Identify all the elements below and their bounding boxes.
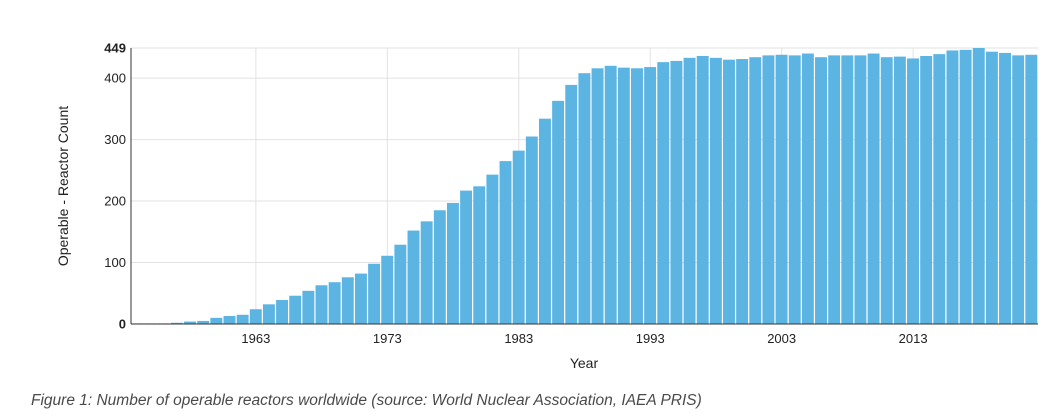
bar-1958 <box>184 321 197 324</box>
bar-1997 <box>696 55 709 325</box>
bar-1969 <box>328 282 341 324</box>
bar-1959 <box>197 320 210 324</box>
bar-1982 <box>499 161 512 324</box>
bar-1972 <box>368 263 381 324</box>
bar-1974 <box>394 244 407 324</box>
bar-2007 <box>828 55 841 324</box>
chart-axes <box>130 48 1038 325</box>
x-tick-label: 1963 <box>241 331 270 346</box>
bar-1981 <box>486 174 499 324</box>
x-tick-label: 2003 <box>767 331 796 346</box>
bar-2003 <box>775 54 788 325</box>
y-tick-label: 100 <box>104 255 126 270</box>
bar-1965 <box>276 300 289 324</box>
y-tick-label: 300 <box>104 132 126 147</box>
bar-2000 <box>736 59 749 325</box>
bar-1971 <box>354 273 367 324</box>
bar-2011 <box>880 57 893 324</box>
bar-2002 <box>762 55 775 324</box>
bar-1987 <box>565 84 578 324</box>
bar-2012 <box>893 56 906 325</box>
y-tick-label: 200 <box>104 194 126 209</box>
y-tick-label: 449 <box>104 41 126 56</box>
bar-1968 <box>315 285 328 324</box>
bar-2019 <box>985 51 998 324</box>
bar-1960 <box>210 317 223 324</box>
bar-1962 <box>236 314 249 324</box>
bar-2004 <box>788 55 801 324</box>
bar-1985 <box>538 118 551 324</box>
bar-1992 <box>631 68 643 324</box>
bar-1990 <box>604 65 617 324</box>
x-tick-label: 1973 <box>373 331 402 346</box>
bar-1984 <box>525 136 538 324</box>
bar-2001 <box>749 57 762 324</box>
x-tick-label: 2013 <box>899 331 928 346</box>
bar-1999 <box>723 59 735 324</box>
bar-1994 <box>657 62 670 324</box>
x-tick-label: 1983 <box>504 331 533 346</box>
bar-1996 <box>683 57 696 324</box>
bar-1970 <box>341 277 354 324</box>
bar-1988 <box>578 73 591 325</box>
bar-1961 <box>223 316 236 324</box>
bar-2013 <box>907 58 919 324</box>
x-tick-label: 1993 <box>636 331 665 346</box>
bar-1963 <box>249 309 262 324</box>
chart-bars <box>131 48 1038 325</box>
x-axis-ticks: 1963 1973 1983 1993 2003 2013 <box>241 331 927 346</box>
bar-2005 <box>801 53 814 325</box>
bar-2014 <box>920 55 933 325</box>
bar-2022 <box>1025 54 1038 325</box>
bar-1980 <box>473 186 486 324</box>
bar-2010 <box>867 53 880 325</box>
bar-1989 <box>591 68 604 324</box>
bar-1967 <box>302 290 315 324</box>
bar-1976 <box>420 221 433 324</box>
x-axis-title: Year <box>570 355 599 371</box>
bar-1993 <box>644 67 657 325</box>
bar-chart: 0 100 200 300 400 449 1963 1973 1983 1993 2003 201… <box>55 41 1038 371</box>
bar-1991 <box>617 67 630 324</box>
bar-2021 <box>1012 55 1025 324</box>
y-axis-title: Operable - Reactor Count <box>55 106 71 266</box>
y-tick-label: 0 <box>119 317 126 332</box>
y-tick-label: 400 <box>104 71 126 86</box>
bar-1979 <box>460 190 473 324</box>
figure-caption: Figure 1: Number of operable reactors wo… <box>31 392 702 409</box>
bar-2009 <box>854 55 867 324</box>
bar-1986 <box>552 100 565 325</box>
bar-2008 <box>841 55 854 324</box>
bar-1978 <box>446 202 459 324</box>
bar-2015 <box>933 54 946 324</box>
bar-2017 <box>959 49 972 325</box>
bar-2006 <box>815 57 827 324</box>
bar-1957 <box>170 322 183 324</box>
bar-1977 <box>433 210 446 324</box>
bar-1995 <box>670 60 683 324</box>
bar-1975 <box>407 230 420 324</box>
bar-2018 <box>972 48 985 324</box>
bar-2020 <box>999 52 1012 324</box>
bar-1998 <box>709 57 722 324</box>
bar-2016 <box>946 50 959 324</box>
bar-1966 <box>289 295 302 324</box>
bar-1964 <box>262 304 275 324</box>
bar-1973 <box>381 255 394 324</box>
bar-1983 <box>512 150 525 324</box>
y-axis-ticks: 0 100 200 300 400 449 <box>104 41 126 332</box>
